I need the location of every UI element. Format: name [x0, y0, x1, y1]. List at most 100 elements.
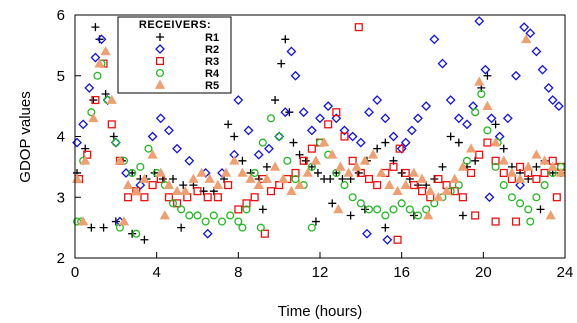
- data-point: [356, 199, 365, 208]
- data-point: [100, 46, 111, 56]
- data-point: [332, 108, 341, 117]
- data-point: [515, 180, 526, 191]
- data-point: [511, 70, 521, 81]
- data-point: [286, 46, 297, 57]
- data-point: [499, 144, 508, 153]
- data-point: [429, 34, 440, 45]
- data-point: [471, 211, 480, 220]
- y-tick-label: 5: [57, 68, 65, 85]
- data-point: [553, 101, 564, 112]
- data-point: [465, 143, 477, 153]
- data-point: [237, 167, 248, 177]
- legend-box: [117, 16, 232, 94]
- data-point: [418, 187, 427, 196]
- data-point: [484, 192, 495, 203]
- data-point: [388, 131, 399, 142]
- data-point: [193, 211, 202, 220]
- data-point: [331, 113, 342, 124]
- data-point: [264, 143, 274, 154]
- data-point: [140, 193, 149, 202]
- data-point: [233, 95, 244, 105]
- data-point: [271, 96, 280, 105]
- data-point: [90, 52, 101, 63]
- data-point: [406, 125, 417, 136]
- data-point: [224, 120, 233, 129]
- data-point: [299, 156, 308, 165]
- data-point: [545, 210, 556, 220]
- data-point: [339, 125, 350, 136]
- y-tick-label: 3: [57, 189, 65, 206]
- data-point: [203, 193, 212, 202]
- data-point: [539, 155, 550, 165]
- data-point: [124, 193, 133, 202]
- data-point: [185, 211, 194, 220]
- data-point: [155, 167, 166, 177]
- data-point: [491, 120, 500, 129]
- data-point: [494, 131, 505, 142]
- data-point: [144, 144, 153, 153]
- data-point: [516, 162, 525, 171]
- data-point: [188, 173, 199, 183]
- data-point: [413, 211, 423, 220]
- data-point: [340, 132, 349, 141]
- data-point: [480, 64, 491, 75]
- data-point: [78, 216, 89, 226]
- legend-title: RECEIVERS:: [139, 19, 211, 31]
- legend-marker-r3: [155, 56, 165, 66]
- data-point: [521, 33, 532, 44]
- x-tick-label: 16: [393, 264, 410, 281]
- data-point: [275, 132, 284, 141]
- data-point: [434, 174, 443, 184]
- data-point: [491, 156, 500, 165]
- data-point: [449, 173, 460, 183]
- data-point: [416, 173, 428, 183]
- data-point: [213, 193, 222, 202]
- data-point: [136, 162, 145, 171]
- data-point: [163, 179, 175, 189]
- data-point: [335, 161, 346, 171]
- data-point: [291, 174, 300, 184]
- data-point: [392, 185, 403, 196]
- x-axis-title: Time (hours): [278, 303, 362, 320]
- data-point: [458, 211, 467, 220]
- data-point: [234, 217, 243, 226]
- data-point: [202, 228, 213, 239]
- series-r5: [71, 33, 567, 226]
- data-point: [348, 193, 357, 202]
- data-point: [94, 58, 105, 68]
- data-point: [301, 156, 310, 165]
- data-point: [486, 113, 497, 124]
- data-point: [326, 175, 335, 184]
- data-point: [290, 70, 301, 81]
- data-point: [315, 113, 325, 124]
- data-point: [400, 137, 411, 148]
- data-point: [333, 204, 344, 214]
- data-point: [261, 173, 273, 183]
- data-point: [135, 180, 146, 191]
- data-point: [180, 185, 191, 196]
- data-point: [457, 161, 469, 171]
- data-point: [132, 229, 141, 238]
- data-point: [177, 205, 186, 214]
- x-tick-label: 24: [557, 264, 574, 281]
- data-point: [397, 168, 406, 177]
- data-point: [471, 108, 480, 117]
- data-point: [302, 167, 313, 177]
- x-tick-label: 0: [71, 264, 79, 281]
- data-point: [281, 35, 290, 44]
- data-point: [393, 235, 402, 244]
- data-point: [245, 173, 256, 183]
- data-point: [122, 179, 134, 189]
- data-point: [88, 112, 99, 123]
- data-point: [532, 162, 541, 171]
- data-point: [80, 155, 91, 165]
- data-point: [238, 156, 247, 165]
- data-point: [99, 223, 108, 232]
- data-point: [243, 125, 254, 136]
- data-point: [171, 185, 183, 196]
- data-point: [238, 223, 247, 232]
- data-point: [289, 138, 298, 147]
- data-point: [389, 162, 398, 171]
- data-point: [462, 119, 472, 130]
